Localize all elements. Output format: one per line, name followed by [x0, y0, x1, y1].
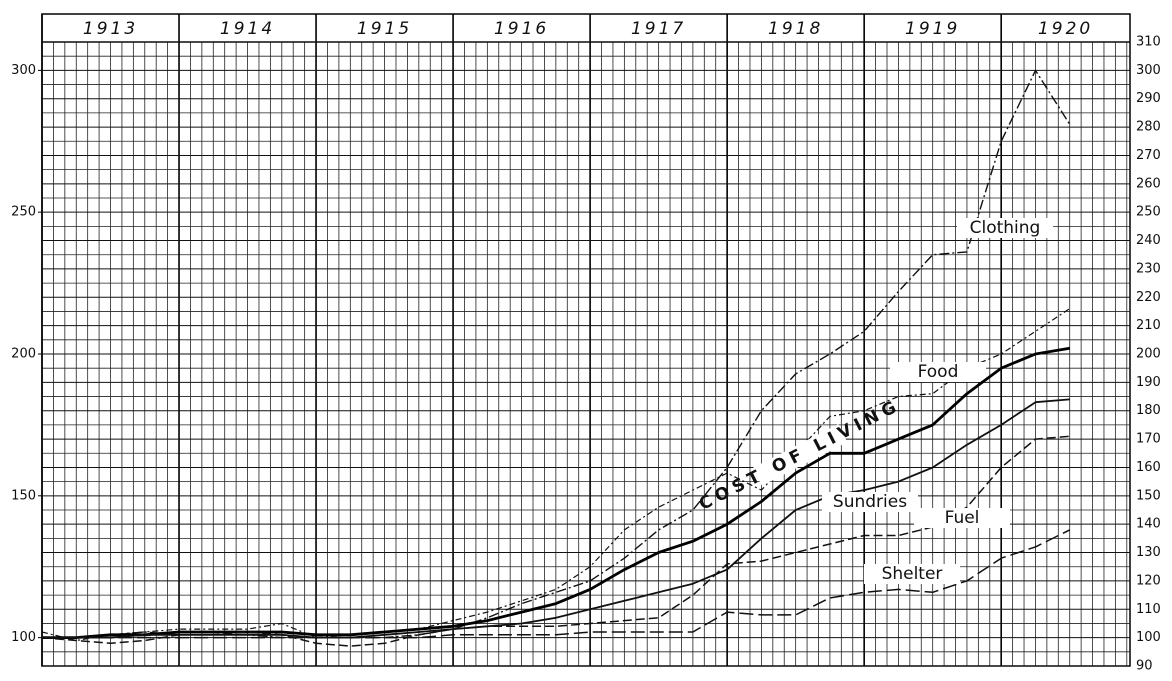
y2-tick-label: 250: [1136, 205, 1161, 220]
x-tick-label: 1914: [220, 19, 275, 39]
series-line: [41, 308, 1071, 642]
label-backdrop: [864, 564, 960, 584]
y2-tick-label: 200: [1136, 347, 1161, 362]
y-tick-label: 250: [11, 205, 36, 220]
y2-tick-label: 260: [1136, 176, 1161, 191]
y2-tick-label: 150: [1136, 488, 1161, 503]
y2-tick-label: 110: [1136, 602, 1161, 617]
y2-tick-label: 280: [1136, 120, 1161, 135]
x-tick-label: 1917: [631, 19, 686, 39]
label-backdrop: [890, 362, 986, 382]
y2-tick-label: 270: [1136, 148, 1161, 163]
y2-tick-label: 160: [1136, 460, 1161, 475]
x-tick-label: 1913: [83, 19, 138, 39]
label-backdrop: [822, 492, 918, 512]
y-tick-label: 100: [11, 630, 36, 645]
y2-tick-label: 310: [1136, 35, 1161, 50]
y-tick-label: 150: [11, 488, 36, 503]
y2-tick-label: 90: [1136, 659, 1153, 674]
y2-tick-label: 140: [1136, 517, 1161, 532]
y2-tick-label: 240: [1136, 233, 1161, 248]
x-tick-label: 1920: [1038, 19, 1093, 39]
series-label: Food: [918, 362, 959, 382]
series-line: [42, 529, 1071, 639]
y2-tick-label: 170: [1136, 432, 1161, 447]
label-backdrop: [957, 218, 1053, 238]
series-line: [42, 346, 1070, 639]
y2-tick-label: 190: [1136, 375, 1161, 390]
y2-tick-label: 290: [1136, 91, 1161, 106]
y2-tick-label: 120: [1136, 573, 1161, 588]
y-tick-label: 300: [11, 63, 36, 78]
label-backdrop: [752, 424, 848, 486]
y2-tick-label: 220: [1136, 290, 1161, 305]
y2-tick-label: 210: [1136, 318, 1161, 333]
series-label: Shelter: [882, 564, 943, 584]
series-label: Clothing: [970, 218, 1041, 238]
x-tick-label: 1919: [905, 19, 960, 39]
series-label: Sundries: [833, 492, 907, 512]
y2-tick-label: 100: [1136, 630, 1161, 645]
y2-tick-label: 230: [1136, 261, 1161, 276]
x-tick-label: 1916: [494, 19, 549, 39]
label-backdrop: [914, 508, 1010, 528]
y2-tick-label: 180: [1136, 403, 1161, 418]
y-tick-label: 200: [11, 347, 36, 362]
y2-tick-label: 300: [1136, 63, 1161, 78]
series-label: Fuel: [945, 508, 980, 528]
y2-tick-label: 130: [1136, 545, 1161, 560]
x-tick-label: 1918: [768, 19, 823, 39]
series-line: [41, 435, 1070, 647]
x-tick-label: 1915: [357, 19, 412, 39]
